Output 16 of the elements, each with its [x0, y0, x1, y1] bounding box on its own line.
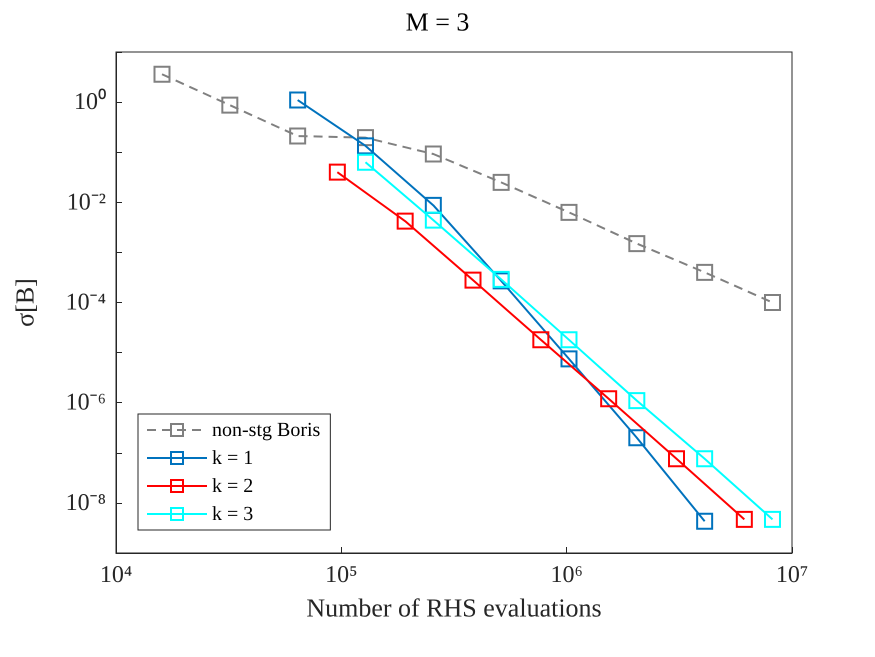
- x-tick-label: 10⁶: [550, 562, 583, 588]
- y-tick-label: 10⁻²: [66, 189, 106, 216]
- x-tick-label: 10⁷: [776, 562, 808, 588]
- y-tick-label: 10⁻⁴: [66, 290, 106, 316]
- y-tick-label: 10⁻⁶: [66, 390, 106, 416]
- y-tick-label: 10⁻⁸: [66, 490, 106, 516]
- x-axis-title: Number of RHS evaluations: [306, 594, 602, 622]
- legend-label: k = 1: [212, 447, 254, 469]
- x-tick-label: 10⁵: [325, 562, 358, 588]
- y-axis-title: σ[B]: [10, 278, 40, 327]
- chart-title: M = 3: [406, 8, 470, 36]
- legend-label: non-stg Boris: [212, 419, 321, 441]
- y-tick-label: 10⁰: [74, 88, 106, 116]
- x-tick-label: 10⁴: [100, 562, 132, 588]
- legend-label: k = 2: [212, 475, 254, 497]
- legend-label: k = 3: [212, 503, 254, 525]
